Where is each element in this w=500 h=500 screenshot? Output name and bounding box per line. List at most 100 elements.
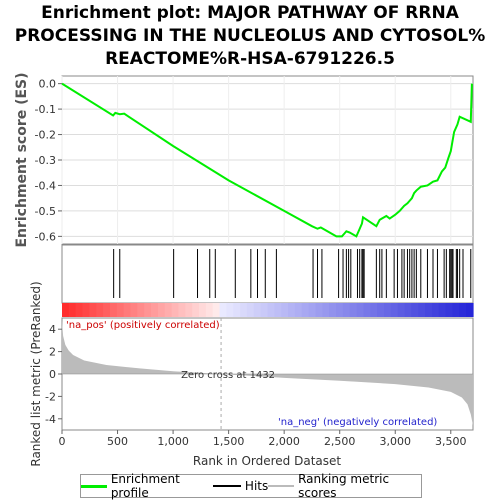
- rank-x-tick-label: 1,500: [213, 435, 245, 448]
- enrichment-profile-line: [61, 82, 473, 238]
- legend-item-ranking: Ranking metric scores: [268, 472, 421, 500]
- rank-color-segment: [322, 303, 330, 317]
- rank-color-segment: [370, 303, 378, 317]
- legend-item-hits: Hits: [212, 479, 269, 493]
- rank-color-segment: [315, 303, 323, 317]
- rank-color-segment: [342, 303, 351, 317]
- rank-color-segment: [459, 303, 467, 317]
- legend-item-enrichment: Enrichment profile: [81, 472, 213, 500]
- legend: Enrichment profile Hits Ranking metric s…: [80, 472, 422, 500]
- es-grid: [61, 76, 473, 244]
- rank-x-tick-label: 500: [107, 435, 128, 448]
- zero-cross-label: Zero cross at 1432: [181, 370, 275, 381]
- rank-color-segment: [383, 303, 392, 317]
- rank-color-segment: [404, 303, 412, 317]
- rank-color-bar: [62, 303, 474, 317]
- legend-label-enrichment: Enrichment profile: [110, 472, 180, 500]
- rank-color-segment: [397, 303, 406, 317]
- rank-color-segment: [418, 303, 426, 317]
- es-y-ticks: 0.0 -0.1 -0.2 -0.3 -0.4 -0.5 -0.6: [35, 78, 62, 243]
- rank-color-segment: [157, 303, 166, 317]
- rank-color-segment: [349, 303, 358, 317]
- rank-color-segment: [89, 303, 97, 317]
- es-panel: 0.0 -0.1 -0.2 -0.3 -0.4 -0.5 -0.6 Enrichment s…: [14, 72, 474, 248]
- rank-color-segment: [329, 303, 337, 317]
- es-y-axis-label: Enrichment score (ES): [14, 72, 30, 247]
- rank-tick-label: 0: [49, 368, 56, 381]
- rank-color-segment: [246, 303, 255, 317]
- rank-color-segment: [301, 303, 310, 317]
- neg-correlated-label: 'na_neg' (negatively correlated): [278, 417, 437, 428]
- pos-correlated-label: 'na_pos' (positively correlated): [66, 320, 220, 331]
- hit-lines: [113, 249, 472, 298]
- rank-color-segment: [294, 303, 303, 317]
- rank-color-segment: [164, 303, 173, 317]
- rank-color-segment: [219, 303, 227, 317]
- rank-color-segment: [109, 303, 118, 317]
- rank-color-segment: [438, 303, 447, 317]
- title-line-2: PROCESSING IN THE NUCLEOLUS AND CYTOSOL%: [14, 26, 486, 46]
- rank-color-segment: [260, 303, 269, 317]
- rank-color-segment: [253, 303, 262, 317]
- rank-tick-label: 4: [49, 323, 56, 336]
- rank-color-segment: [123, 303, 132, 317]
- rank-color-segment: [185, 303, 193, 317]
- rank-color-segment: [445, 303, 454, 317]
- rank-color-segment: [308, 303, 317, 317]
- rank-color-segment: [274, 303, 282, 317]
- rank-color-segment: [199, 303, 207, 317]
- rank-color-segment: [171, 303, 180, 317]
- rank-color-segment: [82, 303, 90, 317]
- rank-x-tick-label: 3,500: [435, 435, 467, 448]
- es-tick-label: 0.0: [39, 78, 57, 91]
- rank-x-tick-label: 1,000: [157, 435, 189, 448]
- chart-title: Enrichment plot: MAJOR PATHWAY OF RRNA P…: [0, 2, 500, 71]
- rank-panel: 4 2 0 -2 -4 Zero cross at 1432 'na_pos' (pos…: [29, 281, 474, 468]
- enrichment-swatch: [81, 484, 107, 488]
- rank-x-tick-label: 0: [59, 435, 66, 448]
- rank-color-segment: [452, 303, 460, 317]
- es-tick-label: -0.4: [35, 179, 56, 192]
- rank-color-segment: [466, 303, 474, 317]
- legend-label-hits: Hits: [244, 479, 269, 493]
- title-line-3: REACTOME%R-HSA-6791226.5: [105, 49, 395, 69]
- rank-x-tick-label: 3,000: [379, 435, 411, 448]
- es-tick-label: -0.6: [35, 230, 56, 243]
- hits-swatch: [212, 485, 241, 487]
- rank-color-segment: [233, 303, 241, 317]
- rank-color-segment: [288, 303, 296, 317]
- rank-color-segment: [96, 303, 104, 317]
- rank-color-segment: [205, 303, 214, 317]
- rank-x-tick-label: 2,500: [324, 435, 356, 448]
- rank-color-segment: [62, 303, 70, 317]
- title-line-1: Enrichment plot: MAJOR PATHWAY OF RRNA: [41, 3, 459, 23]
- rank-color-segment: [226, 303, 234, 317]
- es-tick-label: -0.1: [35, 103, 56, 116]
- hits-panel: [61, 244, 474, 317]
- rank-color-segment: [411, 303, 419, 317]
- rank-color-segment: [336, 303, 344, 317]
- rank-color-segment: [281, 303, 289, 317]
- rank-color-segment: [144, 303, 152, 317]
- rank-tick-label: -4: [45, 413, 56, 426]
- rank-color-segment: [137, 303, 145, 317]
- rank-tick-label: 2: [49, 346, 56, 359]
- rank-color-segment: [363, 303, 371, 317]
- rank-color-segment: [192, 303, 200, 317]
- es-tick-label: -0.5: [35, 205, 56, 218]
- rank-color-segment: [425, 303, 433, 317]
- rank-color-segment: [68, 303, 77, 317]
- es-tick-label: -0.2: [35, 129, 56, 142]
- rank-x-ticks: 0 500 1,000 1,500 2,000 2,500 3,000 3,500: [59, 430, 467, 448]
- ranking-metric-area: [62, 320, 473, 426]
- legend-label-ranking: Ranking metric scores: [298, 472, 390, 500]
- rank-color-segment: [356, 303, 364, 317]
- rank-color-segment: [178, 303, 186, 317]
- rank-color-segment: [151, 303, 159, 317]
- rank-y-ticks: 4 2 0 -2 -4: [45, 323, 62, 426]
- rank-color-segment: [431, 303, 440, 317]
- rank-color-segment: [103, 303, 111, 317]
- rank-color-segment: [75, 303, 84, 317]
- rank-x-tick-label: 2,000: [268, 435, 300, 448]
- hits-plot-area: [61, 244, 474, 304]
